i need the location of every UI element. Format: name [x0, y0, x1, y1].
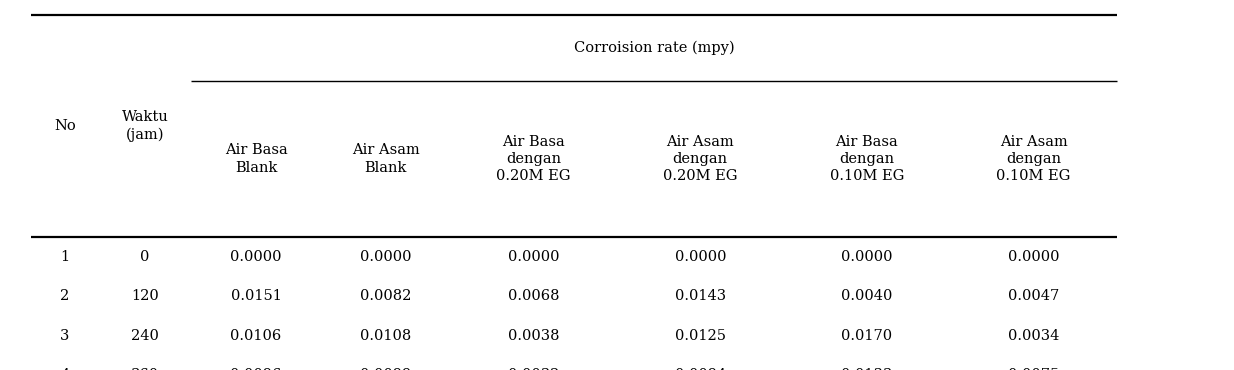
Text: Waktu
(jam): Waktu (jam): [122, 110, 168, 142]
Text: 0.0068: 0.0068: [508, 289, 559, 303]
Text: 0.0000: 0.0000: [1008, 250, 1059, 263]
Text: Air Basa
dengan
0.10M EG: Air Basa dengan 0.10M EG: [829, 135, 905, 184]
Text: 0.0038: 0.0038: [508, 329, 559, 343]
Text: 0: 0: [141, 250, 149, 263]
Text: Air Asam
dengan
0.10M EG: Air Asam dengan 0.10M EG: [996, 135, 1071, 184]
Text: 0.0032: 0.0032: [508, 369, 559, 370]
Text: 0.0151: 0.0151: [231, 289, 281, 303]
Text: 0.0075: 0.0075: [1008, 369, 1059, 370]
Text: Air Asam
Blank: Air Asam Blank: [352, 144, 420, 175]
Text: 0.0094: 0.0094: [675, 369, 726, 370]
Text: Corroision rate (mpy): Corroision rate (mpy): [574, 41, 734, 55]
Text: Air Basa
dengan
0.20M EG: Air Basa dengan 0.20M EG: [496, 135, 571, 184]
Text: 4: 4: [60, 369, 69, 370]
Text: 0.0082: 0.0082: [360, 289, 411, 303]
Text: 0.0040: 0.0040: [842, 289, 892, 303]
Text: 0.0143: 0.0143: [675, 289, 726, 303]
Text: 0.0000: 0.0000: [360, 250, 411, 263]
Text: 0.0170: 0.0170: [842, 329, 892, 343]
Text: 0.0000: 0.0000: [842, 250, 892, 263]
Text: 3: 3: [60, 329, 69, 343]
Text: 240: 240: [131, 329, 159, 343]
Text: 0.0106: 0.0106: [231, 329, 281, 343]
Text: 0.0000: 0.0000: [508, 250, 559, 263]
Text: 0.0096: 0.0096: [231, 369, 281, 370]
Text: 0.0000: 0.0000: [675, 250, 726, 263]
Text: No: No: [54, 119, 75, 133]
Text: 120: 120: [131, 289, 159, 303]
Text: 360: 360: [131, 369, 159, 370]
Text: 0.0125: 0.0125: [675, 329, 726, 343]
Text: 0.0099: 0.0099: [360, 369, 411, 370]
Text: 1: 1: [60, 250, 69, 263]
Text: 0.0108: 0.0108: [360, 329, 411, 343]
Text: Air Basa
Blank: Air Basa Blank: [225, 144, 288, 175]
Text: 0.0000: 0.0000: [231, 250, 281, 263]
Text: 2: 2: [60, 289, 69, 303]
Text: 0.0034: 0.0034: [1008, 329, 1059, 343]
Text: 0.0047: 0.0047: [1008, 289, 1059, 303]
Text: Air Asam
dengan
0.20M EG: Air Asam dengan 0.20M EG: [663, 135, 738, 184]
Text: 0.0133: 0.0133: [842, 369, 892, 370]
